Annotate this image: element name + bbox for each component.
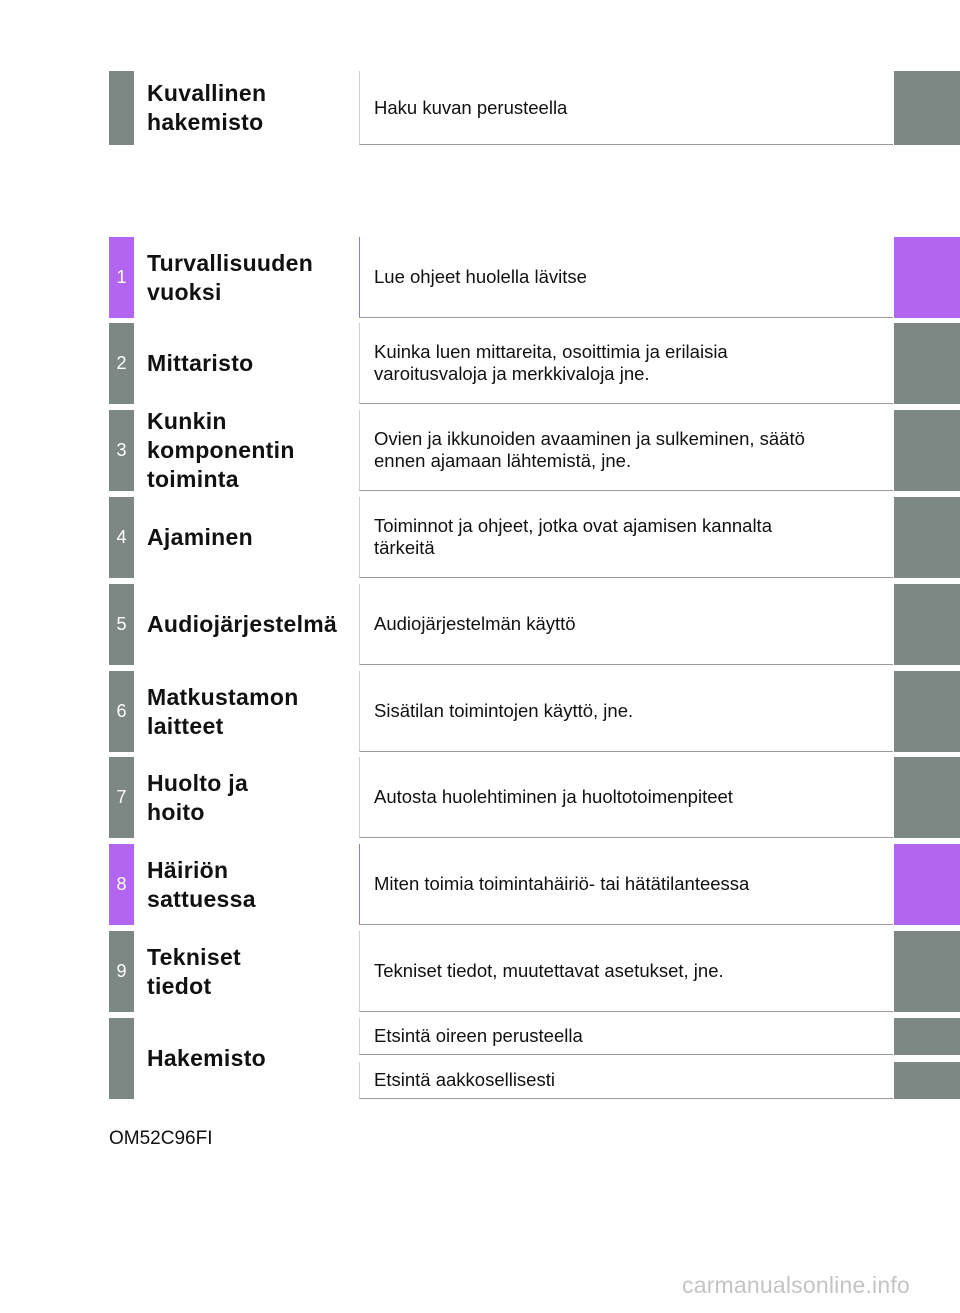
- section-tab[interactable]: [894, 671, 960, 752]
- section-title: Ajaminen: [147, 524, 253, 550]
- section-title: Turvallisuuden vuoksi: [147, 249, 314, 305]
- index-tab-alphabetical[interactable]: [894, 1062, 960, 1099]
- section-number: 1: [109, 237, 134, 318]
- section-description: Autosta huolehtiminen ja huoltotoimenpit…: [359, 757, 893, 838]
- section-row[interactable]: Kuvallinen hakemisto Haku kuvan perusteel…: [0, 71, 960, 145]
- section-row[interactable]: 5 Audiojärjestelmä Audiojärjestelmän käytt…: [0, 584, 960, 665]
- section-row[interactable]: 1 Turvallisuuden vuoksi Lue ohjeet huolell…: [0, 237, 960, 318]
- section-title: Matkustamon laitteet: [147, 683, 299, 739]
- section-description: Sisätilan toimintojen käyttö, jne.: [359, 671, 893, 752]
- section-number: 7: [109, 757, 134, 838]
- section-number: 3: [109, 410, 134, 491]
- section-number: 2: [109, 323, 134, 404]
- section-tab[interactable]: [894, 931, 960, 1012]
- section-row[interactable]: 6 Matkustamon laitteet Sisätilan toimintoj…: [0, 671, 960, 752]
- section-number: 4: [109, 497, 134, 578]
- index-tab-symptom[interactable]: [894, 1018, 960, 1055]
- section-row[interactable]: 4 Ajaminen Toiminnot ja ohjeet, jotka ovat…: [0, 497, 960, 578]
- section-number: [109, 71, 134, 145]
- section-row[interactable]: 8 Häiriön sattuessa Miten toimia toimintah…: [0, 844, 960, 925]
- section-title: Häiriön sattuessa: [147, 856, 256, 912]
- section-title: Huolto ja hoito: [147, 769, 249, 825]
- section-tab[interactable]: [894, 410, 960, 491]
- index-section[interactable]: Hakemisto Etsintä oireen perusteella Ets…: [0, 1018, 960, 1099]
- section-tab[interactable]: [894, 71, 960, 145]
- index-item-alphabetical[interactable]: Etsintä aakkosellisesti: [359, 1062, 893, 1099]
- index-side-bar: [109, 1018, 134, 1099]
- section-tab[interactable]: [894, 584, 960, 665]
- section-title: Kuvallinen hakemisto: [147, 80, 267, 135]
- section-description: Miten toimia toimintahäiriö- tai hätätil…: [359, 844, 893, 925]
- section-number: 5: [109, 584, 134, 665]
- section-description: Ovien ja ikkunoiden avaaminen ja sulkemi…: [359, 410, 893, 491]
- section-row[interactable]: 9 Tekniset tiedot Tekniset tiedot, muutett…: [0, 931, 960, 1012]
- section-tab[interactable]: [894, 844, 960, 925]
- section-description: Lue ohjeet huolella lävitse: [359, 237, 893, 318]
- watermark: carmanualsonline.info: [682, 1272, 910, 1298]
- section-row[interactable]: 7 Huolto ja hoito Autosta huolehtiminen ja…: [0, 757, 960, 838]
- section-number: 8: [109, 844, 134, 925]
- index-item-symptom[interactable]: Etsintä oireen perusteella: [359, 1018, 893, 1055]
- section-description: Haku kuvan perusteella: [359, 71, 893, 145]
- section-title: Tekniset tiedot: [147, 943, 242, 999]
- section-title: Audiojärjestelmä: [147, 611, 338, 637]
- section-number: 9: [109, 931, 134, 1012]
- section-tab[interactable]: [894, 497, 960, 578]
- section-title: Mittaristo: [147, 350, 254, 376]
- section-description: Tekniset tiedot, muutettavat asetukset, …: [359, 931, 893, 1012]
- manual-code: OM52C96FI: [109, 1128, 213, 1149]
- section-title: Kunkin komponentin toiminta: [147, 408, 295, 492]
- index-title: Hakemisto: [147, 1045, 267, 1071]
- section-row[interactable]: 2 Mittaristo Kuinka luen mittareita, osoit…: [0, 323, 960, 404]
- section-tab[interactable]: [894, 323, 960, 404]
- section-tab[interactable]: [894, 757, 960, 838]
- section-row[interactable]: 3 Kunkin komponentin toiminta Ovien ja ikk…: [0, 408, 960, 492]
- section-description: Toiminnot ja ohjeet, jotka ovat ajamisen…: [359, 497, 893, 578]
- section-number: 6: [109, 671, 134, 752]
- section-description: Audiojärjestelmän käyttö: [359, 584, 893, 665]
- section-description: Kuinka luen mittareita, osoittimia ja er…: [359, 323, 893, 404]
- section-tab[interactable]: [894, 237, 960, 318]
